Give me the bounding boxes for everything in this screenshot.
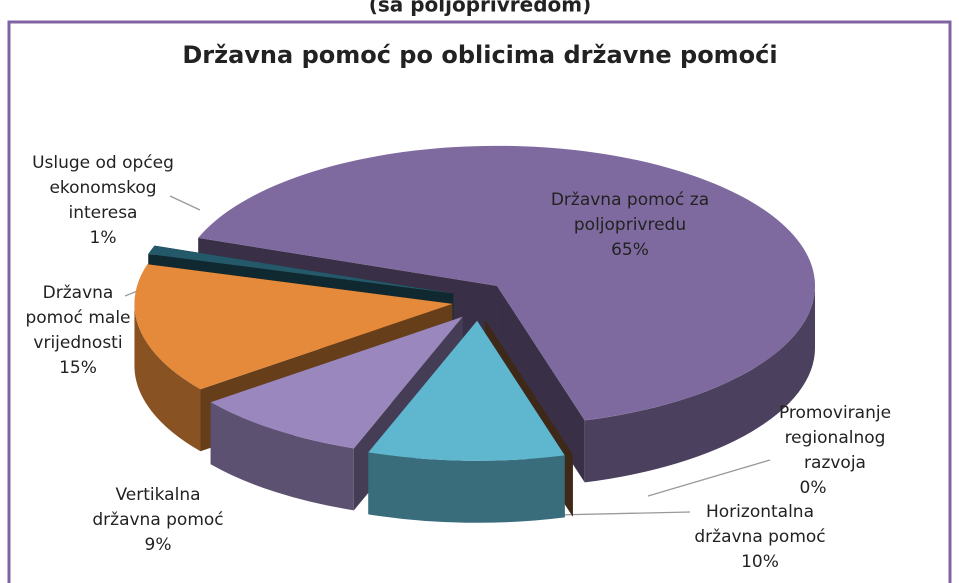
- chart-title: Državna pomoć po oblicima državne pomoći: [182, 41, 777, 69]
- value-label: 1%: [90, 228, 117, 248]
- slice: [198, 145, 816, 421]
- slice: [148, 245, 454, 294]
- slice-label: Usluge od općeg ekonomskog interesa: [32, 153, 174, 223]
- slice-label: Državna pomoć male vrijednosti: [25, 283, 130, 353]
- frame: [7, 20, 952, 583]
- value-label: 65%: [611, 240, 649, 260]
- slice: [134, 264, 453, 390]
- slice-label: Promoviranje regionalnog razvoja: [779, 403, 891, 473]
- leader-line: [647, 459, 771, 497]
- slice-label: Državna pomoć za poljoprivredu: [551, 190, 709, 235]
- leader-line: [169, 195, 201, 211]
- value-label: 0%: [800, 478, 827, 498]
- slice-side: [134, 303, 201, 452]
- caption: (sa poljoprivredom): [369, 0, 592, 17]
- slice-side: [210, 402, 354, 511]
- slice-label: Horizontalna državna pomoć: [694, 502, 825, 547]
- value-label: 15%: [59, 358, 97, 378]
- value-label: 10%: [741, 552, 779, 572]
- value-label: 9%: [145, 535, 172, 555]
- slice-tops: [134, 145, 816, 461]
- slice-side: [368, 452, 565, 523]
- slice-side: [497, 285, 585, 483]
- slice: [210, 316, 463, 449]
- slice: [368, 320, 565, 461]
- slice-side: [584, 285, 816, 483]
- slice-label: Vertikalna državna pomoć: [92, 485, 223, 530]
